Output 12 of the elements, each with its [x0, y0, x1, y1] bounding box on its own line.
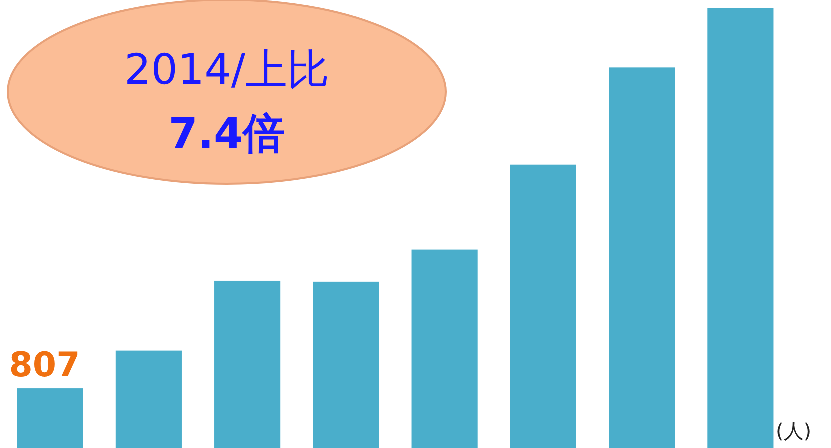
bar	[214, 280, 281, 448]
bar	[609, 68, 676, 448]
bar	[116, 350, 182, 448]
bar	[412, 250, 478, 448]
annotation: 7.4倍	[168, 109, 286, 158]
bar	[17, 388, 84, 448]
bar	[313, 282, 380, 448]
bar	[708, 8, 774, 448]
data-label: 807	[9, 346, 80, 386]
y-axis-title: (人)	[776, 419, 812, 443]
annotation: 2014/上比	[124, 45, 330, 94]
bar	[510, 164, 576, 448]
